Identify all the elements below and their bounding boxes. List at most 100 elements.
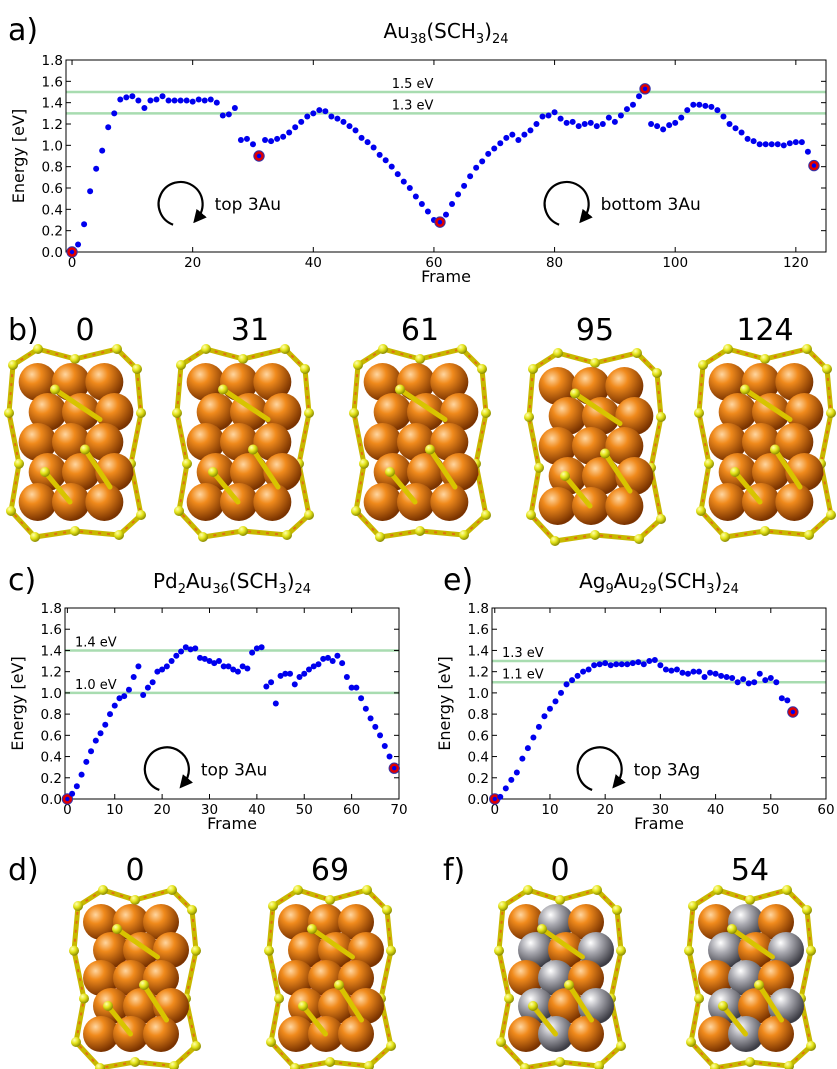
gold-atom	[363, 363, 402, 401]
y-tick-label-e-0: 0.0	[468, 792, 489, 808]
data-point-c-2	[73, 783, 80, 790]
data-point-c-60	[348, 684, 355, 691]
y-tick-label-a-1: 0.2	[42, 224, 63, 240]
data-point-c-18	[149, 679, 156, 686]
data-point-a-74	[515, 137, 522, 143]
silver-atom	[708, 932, 744, 968]
sulfur-atom	[564, 980, 574, 990]
data-point-e-39	[707, 669, 714, 676]
sulfur-atom	[362, 885, 372, 895]
data-point-a-16	[165, 97, 172, 104]
sulfur-atom	[290, 1063, 300, 1069]
sulfur-atom	[718, 1001, 728, 1011]
ligand-bond-au	[806, 909, 812, 951]
data-point-c-55	[324, 654, 331, 661]
sulfur-atom	[112, 924, 122, 934]
data-point-a-48	[358, 134, 365, 141]
sulfur-atom	[802, 344, 812, 354]
sulfur-atom	[710, 1063, 720, 1069]
data-point-e-16	[580, 668, 587, 675]
gold-atom	[440, 393, 479, 431]
ligand-bond	[174, 410, 190, 467]
sulfur-atom	[784, 1061, 794, 1069]
core-ligand-bond	[756, 982, 784, 1023]
ligand-bond	[8, 461, 22, 514]
data-point-a-4	[93, 165, 100, 172]
data-point-e-1	[497, 793, 504, 800]
gold-atom	[186, 483, 225, 521]
ligand-bond	[762, 346, 810, 362]
y-tick-label-a-6: 1.2	[42, 117, 63, 133]
gold-atom	[230, 453, 268, 491]
frame-label-b-1: 31	[231, 313, 269, 348]
sulfur-atom	[298, 1001, 308, 1011]
reference-label-e-1: 1.1 eV	[502, 667, 544, 682]
y-tick-label-a-9: 1.8	[42, 53, 63, 69]
gold-atom	[508, 960, 544, 996]
x-tick-label-c-3: 30	[201, 802, 218, 818]
data-point-a-29	[243, 135, 250, 142]
gold-atom	[18, 483, 57, 521]
sulfur-atom	[307, 924, 317, 934]
gold-atom	[698, 960, 734, 996]
ligand-bond-au	[136, 368, 142, 414]
sulfur-atom	[95, 1063, 105, 1069]
data-point-e-50	[767, 675, 774, 682]
sulfur-atom	[560, 471, 570, 481]
data-point-a-38	[298, 118, 305, 125]
data-point-a-58	[418, 201, 425, 207]
sulfur-atom	[191, 945, 201, 956]
ligand-bond-au	[73, 905, 79, 951]
gold-atom	[338, 960, 374, 996]
sulfur-atom	[504, 993, 514, 1004]
ligand-bond-au	[500, 998, 510, 1043]
data-point-a-35	[280, 133, 287, 140]
ligand-bond	[696, 362, 706, 416]
sulfur-atom	[550, 536, 560, 546]
sulfur-atom	[684, 945, 694, 956]
data-point-a-112	[744, 135, 751, 142]
data-point-e-46	[745, 680, 752, 687]
gold-atom	[85, 483, 124, 521]
data-point-a-27	[231, 105, 238, 111]
data-point-e-24	[624, 661, 631, 668]
highlight-point-core-c-69	[392, 766, 397, 771]
gold-atom	[278, 960, 314, 996]
data-point-c-56	[329, 658, 336, 665]
sulfur-atom	[33, 344, 43, 354]
data-point-a-90	[611, 118, 618, 125]
rotation-arrow-c-0	[143, 746, 194, 791]
data-point-a-15	[159, 93, 166, 100]
data-point-a-108	[720, 113, 727, 120]
data-point-a-98	[660, 126, 667, 133]
data-point-c-54	[320, 655, 327, 662]
data-point-c-66	[377, 732, 384, 739]
sulfur-atom	[730, 467, 740, 477]
gold-atom	[186, 363, 225, 401]
core-ligand-bond	[309, 926, 355, 960]
ligand-bond	[6, 362, 16, 416]
data-point-a-22	[201, 97, 208, 104]
data-point-c-45	[277, 672, 284, 679]
data-point-a-56	[406, 185, 413, 191]
data-point-a-14	[153, 96, 160, 103]
sulfur-atom	[132, 364, 142, 374]
data-point-c-1	[69, 790, 76, 797]
data-point-c-46	[282, 670, 289, 677]
sulfur-atom	[524, 412, 534, 422]
data-point-a-117	[774, 141, 781, 148]
ligand-bond-au	[75, 1041, 101, 1069]
data-point-c-7	[97, 730, 104, 737]
data-point-a-67	[473, 164, 480, 171]
data-point-a-77	[533, 121, 540, 127]
gold-atom	[568, 1016, 604, 1052]
ligand-bond	[696, 410, 712, 467]
ligand-bond-au	[764, 530, 810, 536]
data-point-c-10	[111, 702, 118, 709]
x-tick-label-e-0: 0	[490, 802, 499, 818]
core-ligand-bond	[427, 447, 458, 490]
data-point-a-113	[750, 138, 757, 145]
data-point-c-32	[215, 658, 222, 665]
data-point-e-27	[640, 661, 647, 668]
